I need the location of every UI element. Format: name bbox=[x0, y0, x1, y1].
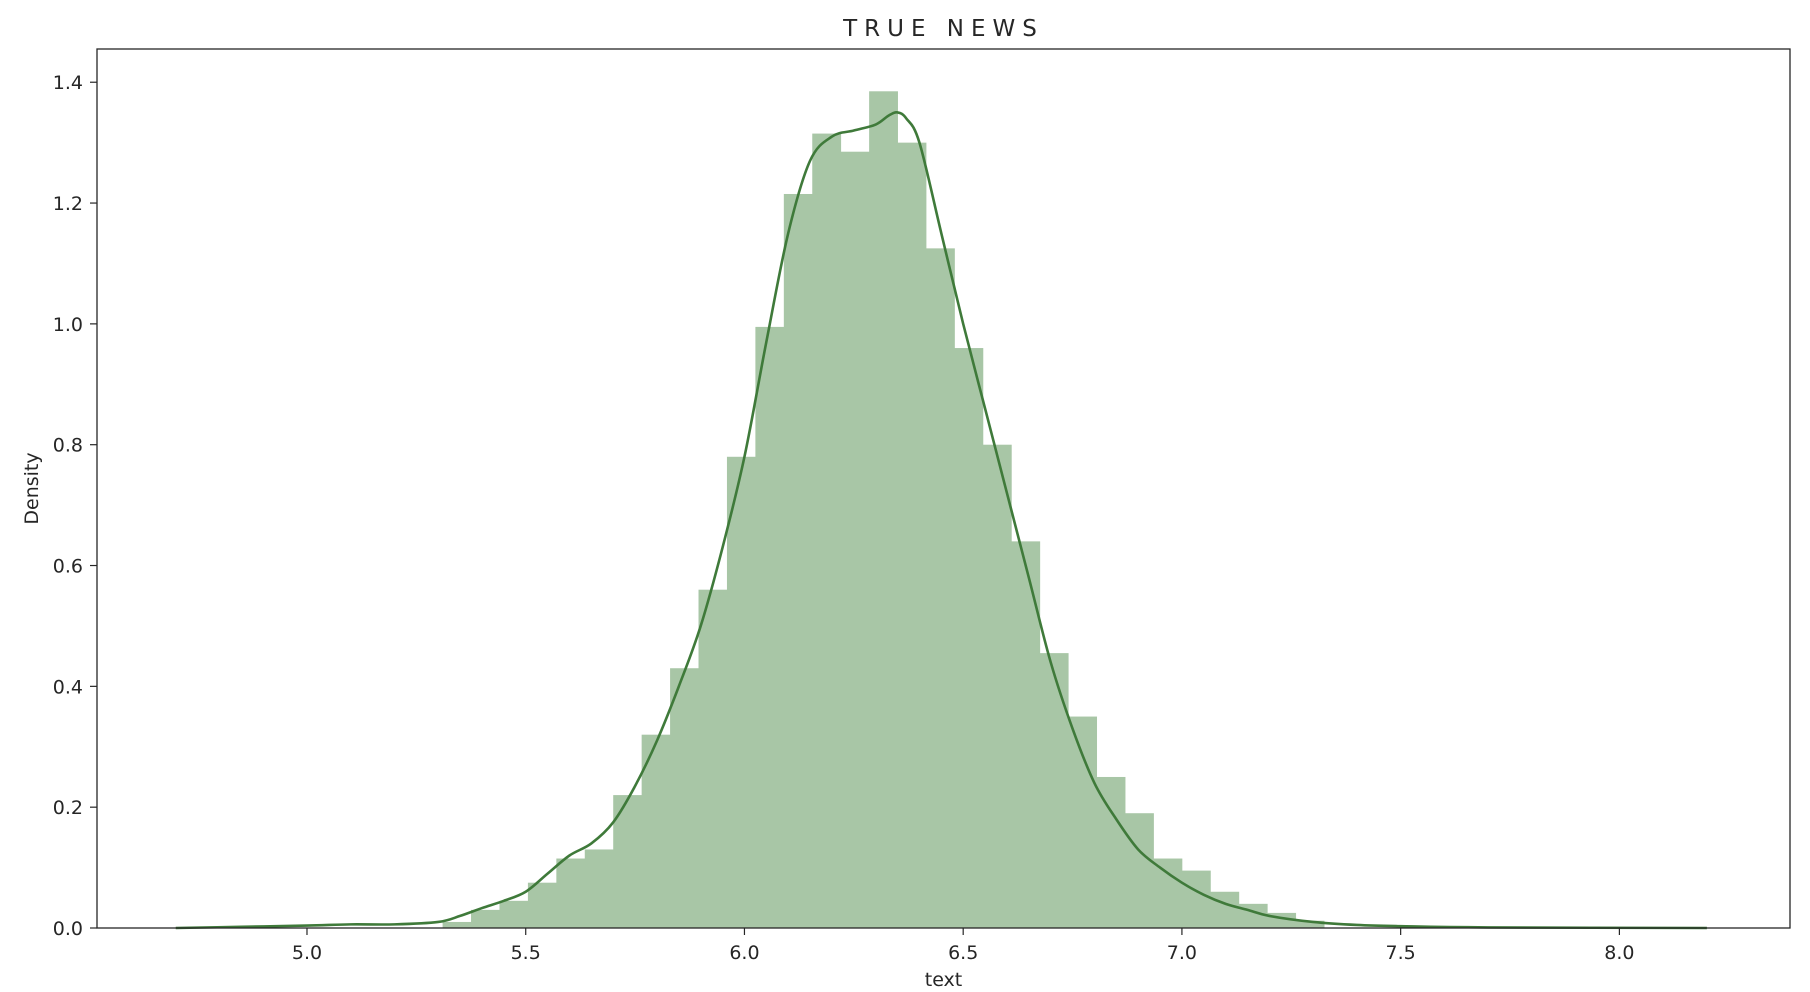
histogram-bar bbox=[1011, 541, 1041, 928]
y-tick-label: 0.6 bbox=[53, 556, 83, 578]
y-axis-label: Density bbox=[21, 452, 43, 524]
histogram-bar bbox=[1096, 776, 1126, 928]
x-tick-label: 8.0 bbox=[1604, 942, 1634, 964]
y-tick-label: 1.2 bbox=[53, 193, 83, 215]
histogram-bar bbox=[954, 348, 984, 928]
histogram-bar bbox=[982, 444, 1012, 928]
kde-density-line bbox=[175, 111, 1707, 930]
histogram-bar bbox=[641, 734, 671, 928]
histogram-bar bbox=[869, 91, 898, 929]
x-tick-label: 6.0 bbox=[729, 942, 759, 964]
histogram-bar bbox=[499, 900, 529, 928]
histogram-bar bbox=[1210, 891, 1240, 928]
histogram-bar bbox=[897, 142, 927, 929]
histogram-bar bbox=[698, 589, 728, 928]
x-axis-label: text bbox=[925, 969, 963, 991]
x-tick-label: 7.0 bbox=[1167, 942, 1197, 964]
histogram-bars bbox=[442, 91, 1325, 929]
histogram-bar bbox=[556, 858, 586, 928]
chart-title: TRUE NEWS bbox=[842, 16, 1044, 42]
histogram-bar bbox=[812, 133, 842, 928]
histogram-bar bbox=[1125, 813, 1154, 928]
y-tick-label: 0.0 bbox=[53, 918, 83, 940]
histogram-bar bbox=[1295, 920, 1325, 928]
x-axis-ticks: 5.0 5.5 6.0 6.5 7.0 7.5 8.0 bbox=[292, 928, 1634, 964]
x-tick-label: 6.5 bbox=[948, 942, 978, 964]
histogram-bar bbox=[840, 151, 870, 928]
y-tick-label: 1.4 bbox=[53, 72, 83, 94]
histogram-bar bbox=[1068, 716, 1098, 928]
y-tick-label: 0.8 bbox=[53, 435, 83, 457]
histogram-bar bbox=[670, 668, 699, 928]
histogram-bar bbox=[783, 193, 813, 928]
y-tick-label: 0.4 bbox=[53, 676, 83, 698]
histogram-bar bbox=[527, 882, 557, 928]
histogram-bar bbox=[1153, 858, 1183, 928]
x-tick-label: 7.5 bbox=[1386, 942, 1416, 964]
y-tick-label: 0.2 bbox=[53, 797, 83, 819]
histogram-bar bbox=[584, 849, 614, 928]
histogram-bar bbox=[726, 456, 756, 928]
x-tick-label: 5.0 bbox=[292, 942, 322, 964]
histogram-bar bbox=[926, 248, 955, 928]
x-tick-label: 5.5 bbox=[511, 942, 541, 964]
y-tick-label: 1.0 bbox=[53, 314, 83, 336]
histogram-bar bbox=[442, 921, 472, 928]
plot-frame bbox=[96, 48, 1791, 929]
histogram-bar bbox=[1181, 870, 1211, 928]
histogram-bar bbox=[755, 326, 785, 928]
histogram-bar bbox=[471, 909, 500, 928]
histogram-bar bbox=[1039, 653, 1069, 928]
kde-curve-layer bbox=[175, 111, 1707, 930]
y-axis-ticks: 0.0 0.2 0.4 0.6 0.8 1.0 1.2 1.4 bbox=[53, 72, 97, 940]
